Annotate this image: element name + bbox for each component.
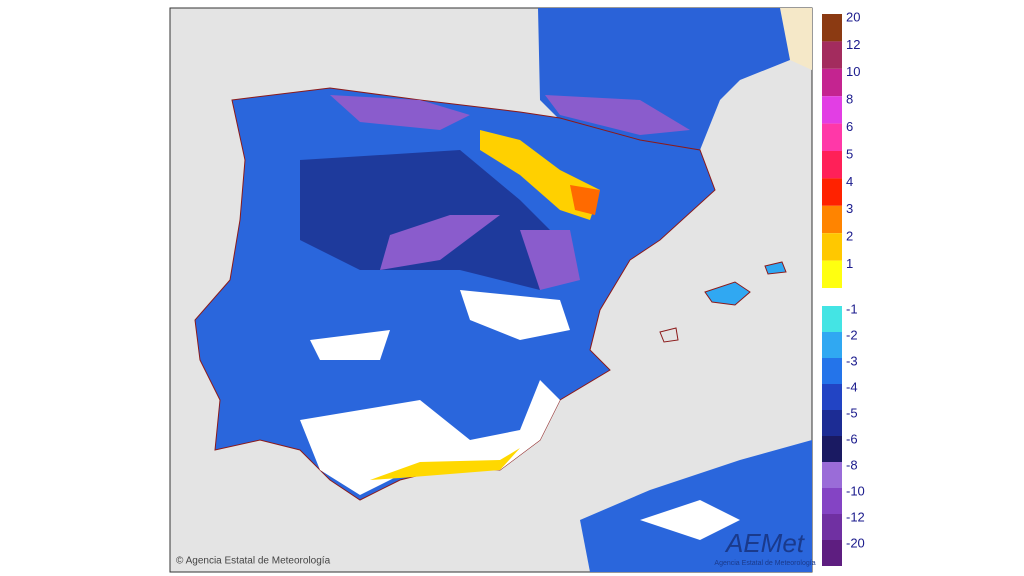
legend-label: -3 <box>846 353 858 368</box>
central-field <box>380 215 500 270</box>
legend-label: -10 <box>846 483 865 498</box>
legend-swatch <box>822 410 842 436</box>
legend-swatch <box>822 384 842 410</box>
legend-label: 12 <box>846 37 860 52</box>
legend-label: 6 <box>846 119 853 134</box>
east-patch <box>460 290 570 340</box>
legend-label: 1 <box>846 256 853 271</box>
legend-swatch <box>822 260 842 288</box>
legend: 20 12 10 8 6 5 4 3 2 1 -1 -2 -3 -4 -5 -6 -8 -10 -12 -20 <box>822 9 865 566</box>
legend-label: -6 <box>846 431 858 446</box>
legend-label: 4 <box>846 174 853 189</box>
land-corner <box>780 8 812 70</box>
legend-swatch <box>822 436 842 462</box>
legend-swatch <box>822 332 842 358</box>
legend-swatch <box>822 14 842 42</box>
legend-swatch <box>822 540 842 566</box>
legend-label: -20 <box>846 535 865 550</box>
legend-label: -1 <box>846 301 858 316</box>
island <box>659 327 679 343</box>
ebro-core <box>570 185 600 215</box>
island <box>764 261 787 275</box>
legend-label: -2 <box>846 327 858 342</box>
plateau-field <box>300 150 560 290</box>
legend-swatch <box>822 358 842 384</box>
legend-label: -5 <box>846 405 858 420</box>
legend-swatch <box>822 462 842 488</box>
legend-swatch <box>822 41 842 69</box>
warm-patch <box>310 330 390 360</box>
legend-label: 5 <box>846 146 853 161</box>
legend-swatch <box>822 205 842 234</box>
legend-swatch <box>822 178 842 206</box>
legend-swatch <box>822 151 842 179</box>
legend-swatch <box>822 306 842 332</box>
legend-label: 10 <box>846 64 860 79</box>
logo-subtitle: Agencia Estatal de Meteorología <box>714 560 815 567</box>
africa-patch <box>640 500 740 540</box>
credit: © Agencia Estatal de Meteorología <box>176 556 331 567</box>
cantabrian-field <box>330 95 470 130</box>
legend-label: -8 <box>846 457 858 472</box>
legend-label: -12 <box>846 509 865 524</box>
island <box>704 281 751 306</box>
legend-label: 20 <box>846 9 860 24</box>
legend-swatch <box>822 514 842 540</box>
legend-label: 2 <box>846 229 853 244</box>
legend-label: 8 <box>846 92 853 107</box>
logo-name: AEMet <box>724 528 806 558</box>
legend-swatch <box>822 123 842 151</box>
legend-swatch <box>822 233 842 261</box>
legend-label: 3 <box>846 201 853 216</box>
legend-label: -4 <box>846 379 858 394</box>
coast-warm <box>370 448 520 480</box>
ebro-field <box>480 130 600 220</box>
pyrenees-field <box>545 95 690 135</box>
iberian-field <box>520 230 580 290</box>
legend-swatch <box>822 96 842 124</box>
legend-swatch <box>822 488 842 514</box>
legend-swatch <box>822 68 842 97</box>
